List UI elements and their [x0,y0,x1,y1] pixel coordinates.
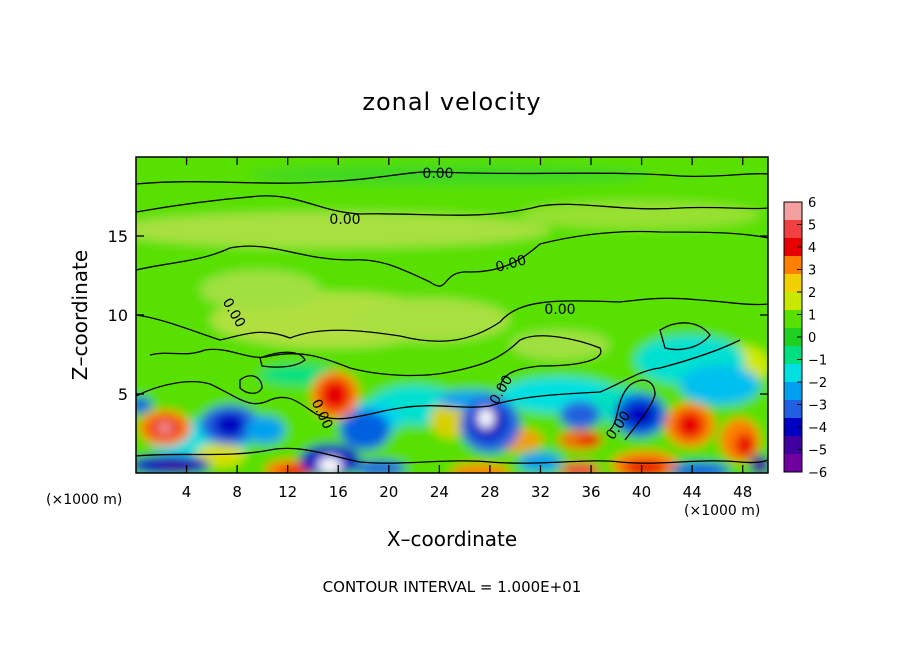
x-tick-label: 24 [430,483,449,501]
x-tick-label: 28 [480,483,499,501]
x-unit-label-left: (×1000 m) [46,492,123,508]
colorbar-swatch [784,292,802,311]
chart-title: zonal velocity [362,88,542,116]
contour-label: 0.00 [494,252,528,276]
x-tick-label: 20 [379,483,398,501]
x-tick-label: 16 [329,483,348,501]
contour-label: 0.00 [544,302,575,318]
colorbar-tick-label: 2 [808,286,816,301]
x-tick-label: 48 [733,483,752,501]
colorbar-swatch [784,418,802,437]
x-tick-label: 12 [278,483,297,501]
colorbar-swatch [784,400,802,419]
colorbar-swatch [784,382,802,401]
x-tick-label: 36 [581,483,600,501]
colorbar-swatch [784,274,802,293]
y-tick-label: 10 [108,306,128,325]
contour-lines [136,171,768,464]
x-tick-label: 40 [632,483,651,501]
colorbar-tick-label: 5 [808,219,816,234]
colorbar-tick-label: −5 [808,444,827,459]
x-tick-label: 8 [232,483,242,501]
colorbar-swatch [784,310,802,329]
colorbar-swatch [784,454,802,473]
colorbar-swatch [784,238,802,257]
colorbar-swatch [784,436,802,455]
colorbar-tick-label: 1 [808,309,816,324]
colorbar-swatch [784,256,802,275]
colorbar-swatch [784,328,802,347]
colorbar-swatch [784,220,802,239]
contour-label: 0.00 [422,166,453,182]
y-tick-label: 15 [108,227,128,246]
y-tick-label: 5 [118,385,128,404]
x-tick-label: 44 [683,483,702,501]
colorbar-tick-label: 4 [808,241,816,256]
colorbar-swatch [784,346,802,365]
colorbar-tick-label: 6 [808,196,816,211]
x-tick-label: 4 [182,483,192,501]
colorbar-tick-label: −4 [808,421,827,436]
colorbar-tick-label: −1 [808,354,827,369]
x-axis-label: X–coordinate [386,527,518,551]
contour-interval-note: CONTOUR INTERVAL = 1.000E+01 [322,578,582,596]
colorbar-tick-label: −3 [808,399,827,414]
colorbar-tick-label: 0 [808,331,816,346]
x-tick-label: 32 [531,483,550,501]
colorbar: 6 5 4 3 2 1 0 −1 −2 −3 −4 −5 −6 [783,196,827,481]
colorbar-swatch [784,364,802,383]
colorbar-tick-label: −6 [808,466,827,481]
contour-label: 0.00 [329,212,360,228]
colorbar-tick-label: 3 [808,264,816,279]
colorbar-swatch [784,202,802,221]
velocity-field [136,157,768,473]
x-unit-label-right: (×1000 m) [684,503,761,519]
colorbar-tick-label: −2 [808,376,827,391]
